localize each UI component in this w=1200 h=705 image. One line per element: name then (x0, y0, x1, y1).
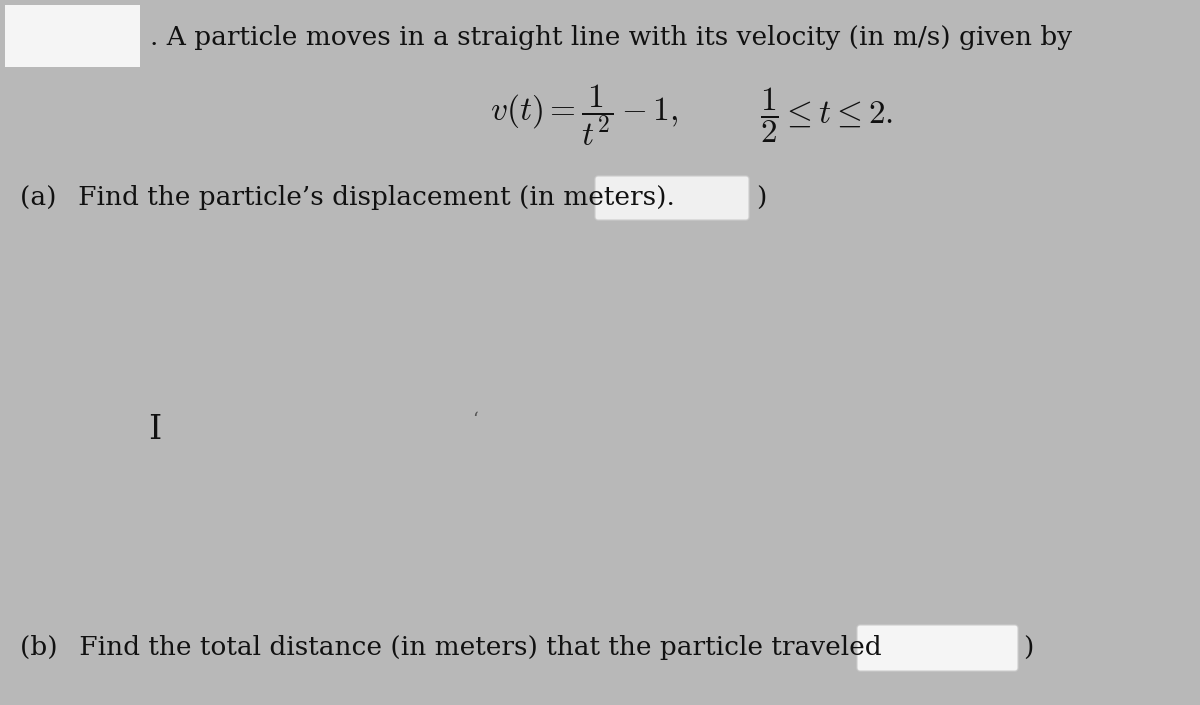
Text: I: I (149, 414, 162, 446)
FancyBboxPatch shape (595, 176, 749, 220)
Text: (a)  Find the particle’s displacement (in meters).: (a) Find the particle’s displacement (in… (20, 185, 674, 211)
Text: ‘: ‘ (472, 411, 478, 429)
FancyBboxPatch shape (857, 625, 1018, 671)
FancyBboxPatch shape (5, 5, 140, 67)
Text: $v(t) = \dfrac{1}{t^2} - 1,$: $v(t) = \dfrac{1}{t^2} - 1,$ (490, 82, 678, 148)
Text: . A particle moves in a straight line with its velocity (in m/s) given by: . A particle moves in a straight line wi… (150, 25, 1072, 51)
Text: ): ) (1022, 635, 1033, 661)
Text: ): ) (756, 185, 767, 211)
Text: $\dfrac{1}{2} \leq t \leq 2.$: $\dfrac{1}{2} \leq t \leq 2.$ (760, 85, 893, 145)
Text: (b)  Find the total distance (in meters) that the particle traveled: (b) Find the total distance (in meters) … (20, 635, 882, 661)
